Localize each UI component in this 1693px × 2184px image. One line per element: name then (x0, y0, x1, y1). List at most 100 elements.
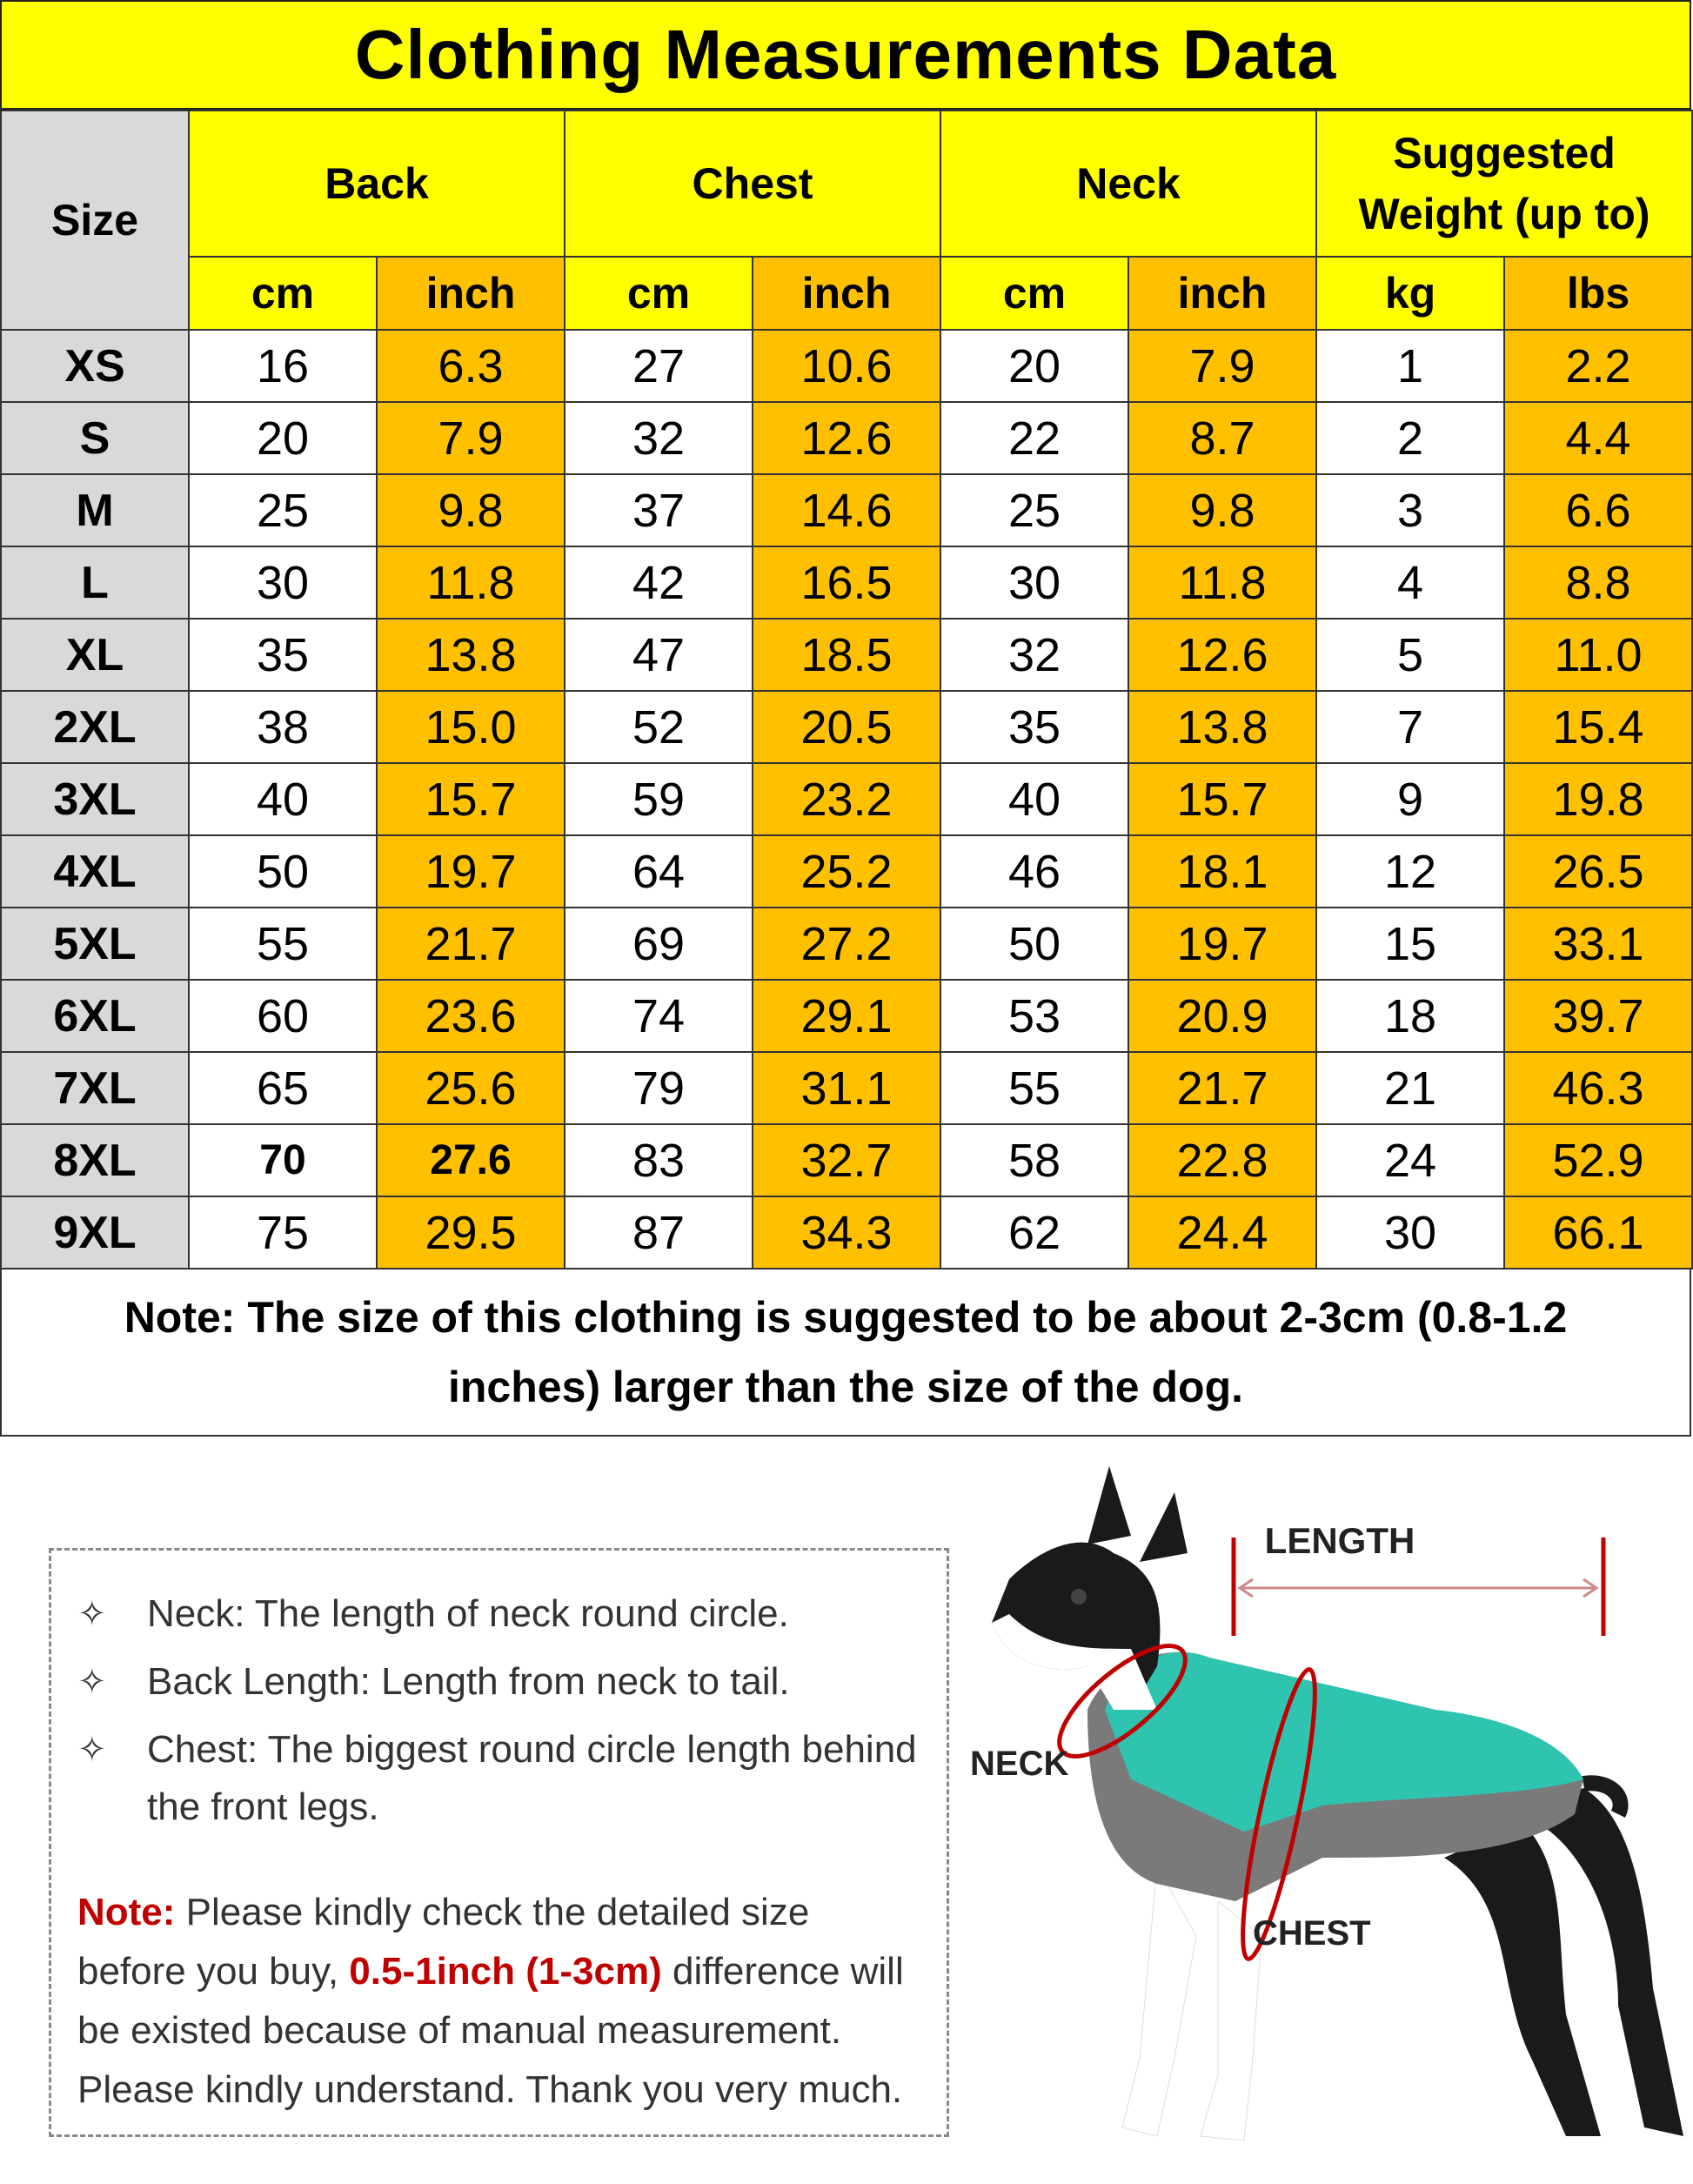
value-cell-neck-inch: 7.9 (1128, 329, 1318, 403)
header-row: Size Back Chest Neck Suggested Weight (u… (0, 110, 1693, 331)
table-row: 3XL 40 15.7 59 23.2 40 15.7 9 19.8 (0, 762, 1693, 836)
unit-header-lbs: lbs (1503, 256, 1693, 331)
value-cell-back-inch: 7.9 (376, 401, 565, 475)
value-cell-chest-cm: 27 (564, 329, 753, 403)
size-cell: 3XL (0, 762, 190, 836)
value-cell-neck-cm: 22 (940, 401, 1130, 475)
size-cell: 6XL (0, 979, 190, 1053)
value-cell-chest-inch: 34.3 (751, 1196, 942, 1270)
value-cell-neck-inch: 13.8 (1128, 690, 1318, 764)
value-cell-chest-inch: 14.6 (751, 473, 942, 547)
value-cell-back-inch: 23.6 (376, 979, 565, 1053)
value-cell-chest-inch: 27.2 (751, 907, 942, 981)
guide-item: ✧ Chest: The biggest round circle length … (77, 1721, 920, 1836)
size-cell: 2XL (0, 690, 190, 764)
four-point-star-icon: ✧ (77, 1731, 107, 1769)
value-cell-chest-cm: 74 (564, 979, 753, 1053)
size-cell: XS (0, 329, 190, 403)
size-cell: S (0, 401, 190, 475)
value-cell-suggested-lbs: 8.8 (1503, 546, 1693, 620)
value-cell-suggested-lbs: 39.7 (1503, 979, 1693, 1053)
note-text: Please kindly check the detailed size be… (77, 1891, 810, 1993)
value-cell-neck-cm: 62 (940, 1196, 1130, 1270)
measurements-table: Size Back Chest Neck Suggested Weight (u… (0, 110, 1693, 1270)
value-cell-chest-cm: 42 (564, 546, 753, 620)
value-cell-back-cm: 25 (188, 473, 378, 547)
note-label: Note: (77, 1891, 176, 1933)
value-cell-neck-inch: 12.6 (1128, 618, 1318, 692)
value-cell-back-inch: 15.0 (376, 690, 565, 764)
unit-header-inch: inch (376, 256, 565, 331)
value-cell-suggested-kg: 2 (1315, 401, 1506, 475)
table-row: 5XL 55 21.7 69 27.2 50 19.7 15 33.1 (0, 907, 1693, 981)
note-text: difference will be existed because of ma… (77, 1950, 904, 2111)
unit-header-inch: inch (751, 256, 942, 331)
value-cell-back-inch: 6.3 (376, 329, 565, 403)
value-cell-neck-cm: 25 (940, 473, 1130, 547)
value-cell-chest-cm: 69 (564, 907, 753, 981)
value-cell-back-inch: 29.5 (376, 1196, 565, 1270)
value-cell-chest-cm: 37 (564, 473, 753, 547)
table-row: M 25 9.8 37 14.6 25 9.8 3 6.6 (0, 473, 1693, 547)
measurement-markers: LENGTH NECK CHEST (970, 1520, 1606, 1961)
unit-header-cm: cm (564, 256, 753, 331)
value-cell-chest-cm: 47 (564, 618, 753, 692)
guide-item: ✧ Neck: The length of neck round circle. (77, 1585, 920, 1643)
value-cell-neck-cm: 30 (940, 546, 1130, 620)
table-row: XS 16 6.3 27 10.6 20 7.9 1 2.2 (0, 329, 1693, 403)
value-cell-suggested-kg: 12 (1315, 834, 1506, 908)
guide-item-text: Back Length: Length from neck to tail. (147, 1660, 790, 1703)
chest-label: CHEST (1253, 1914, 1371, 1953)
value-cell-neck-cm: 40 (940, 762, 1130, 836)
header-size: Size (0, 110, 190, 331)
value-cell-back-cm: 75 (188, 1196, 378, 1270)
value-cell-neck-inch: 15.7 (1128, 762, 1318, 836)
table-row: XL 35 13.8 47 18.5 32 12.6 5 11.0 (0, 618, 1693, 692)
table-row: 6XL 60 23.6 74 29.1 53 20.9 18 39.7 (0, 979, 1693, 1053)
value-cell-suggested-kg: 3 (1315, 473, 1506, 547)
value-cell-suggested-lbs: 6.6 (1503, 473, 1693, 547)
unit-header-kg: kg (1315, 256, 1506, 331)
four-point-star-icon: ✧ (77, 1663, 107, 1701)
value-cell-suggested-kg: 9 (1315, 762, 1506, 836)
value-cell-neck-cm: 46 (940, 834, 1130, 908)
value-cell-neck-inch: 20.9 (1128, 979, 1318, 1053)
four-point-star-icon: ✧ (77, 1595, 107, 1633)
value-cell-neck-cm: 53 (940, 979, 1130, 1053)
header-chest: Chest (563, 110, 942, 258)
value-cell-chest-inch: 10.6 (751, 329, 942, 403)
table-row: 8XL 70 27.6 83 32.7 58 22.8 24 52.9 (0, 1123, 1693, 1197)
value-cell-neck-cm: 32 (940, 618, 1130, 692)
neck-label: NECK (970, 1745, 1068, 1783)
value-cell-neck-inch: 9.8 (1128, 473, 1318, 547)
value-cell-chest-inch: 16.5 (751, 546, 942, 620)
value-cell-neck-cm: 50 (940, 907, 1130, 981)
value-cell-back-inch: 27.6 (376, 1123, 565, 1197)
value-cell-neck-inch: 21.7 (1128, 1051, 1318, 1125)
value-cell-back-inch: 21.7 (376, 907, 565, 981)
value-cell-back-cm: 16 (188, 329, 378, 403)
value-cell-suggested-lbs: 66.1 (1503, 1196, 1693, 1270)
size-cell: 5XL (0, 907, 190, 981)
value-cell-suggested-kg: 24 (1315, 1123, 1506, 1197)
size-chart: Clothing Measurements Data Size Back Che… (0, 0, 1693, 1437)
value-cell-suggested-lbs: 52.9 (1503, 1123, 1693, 1197)
value-cell-chest-inch: 32.7 (751, 1123, 942, 1197)
value-cell-neck-inch: 22.8 (1128, 1123, 1318, 1197)
value-cell-neck-inch: 8.7 (1128, 401, 1318, 475)
unit-row: cm inch cm inch cm inch kg lbs (1, 256, 1693, 331)
value-cell-back-cm: 60 (188, 979, 378, 1053)
value-cell-chest-inch: 29.1 (751, 979, 942, 1053)
value-cell-back-inch: 15.7 (376, 762, 565, 836)
value-cell-suggested-lbs: 15.4 (1503, 690, 1693, 764)
value-cell-suggested-lbs: 26.5 (1503, 834, 1693, 908)
dog-measurement-diagram: LENGTH NECK CHEST (970, 1466, 1683, 2141)
measurement-guide: ✧ Neck: The length of neck round circle. ✧… (49, 1548, 949, 2137)
value-cell-back-cm: 30 (188, 546, 378, 620)
value-cell-chest-inch: 20.5 (751, 690, 942, 764)
value-cell-neck-cm: 55 (940, 1051, 1130, 1125)
unit-header-cm: cm (940, 256, 1130, 331)
unit-header-inch: inch (1128, 256, 1318, 331)
value-cell-back-cm: 50 (188, 834, 378, 908)
size-cell: M (0, 473, 190, 547)
